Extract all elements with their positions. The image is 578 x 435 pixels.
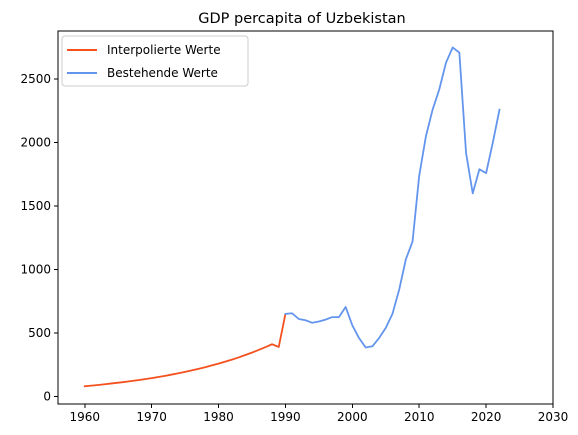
x-tick-label: 1990	[270, 410, 301, 424]
y-tick-label: 1000	[20, 263, 51, 277]
y-tick-label: 2000	[20, 136, 51, 150]
legend-box	[61, 35, 249, 87]
legend: Interpolierte Werte Bestehende Werte	[61, 35, 249, 87]
legend-label-existing: Bestehende Werte	[107, 66, 218, 80]
legend-label-interpolated: Interpolierte Werte	[107, 43, 221, 57]
x-tick-label: 1980	[203, 410, 234, 424]
x-tick-label: 1960	[69, 410, 100, 424]
plot-lines	[83, 46, 501, 388]
y-tick-label: 1500	[20, 199, 51, 213]
y-axis-ticks: 0 500 1000 1500 2000 2500	[20, 72, 58, 403]
x-tick-label: 2020	[471, 410, 502, 424]
chart-title: GDP percapita of Uzbekistan	[198, 11, 405, 27]
y-tick-label: 0	[43, 389, 51, 403]
plot-frame	[57, 30, 554, 405]
series-line-interpolated	[83, 312, 287, 388]
x-tick-label: 2000	[337, 410, 368, 424]
series-line-existing	[284, 46, 501, 349]
x-tick-label: 1970	[136, 410, 167, 424]
y-tick-label: 500	[28, 326, 51, 340]
x-tick-label: 2030	[538, 410, 569, 424]
x-axis-ticks: 1960 1970 1980 1990 2000 2010 2020 2030	[69, 404, 568, 424]
x-tick-label: 2010	[404, 410, 435, 424]
y-tick-label: 2500	[20, 72, 51, 86]
